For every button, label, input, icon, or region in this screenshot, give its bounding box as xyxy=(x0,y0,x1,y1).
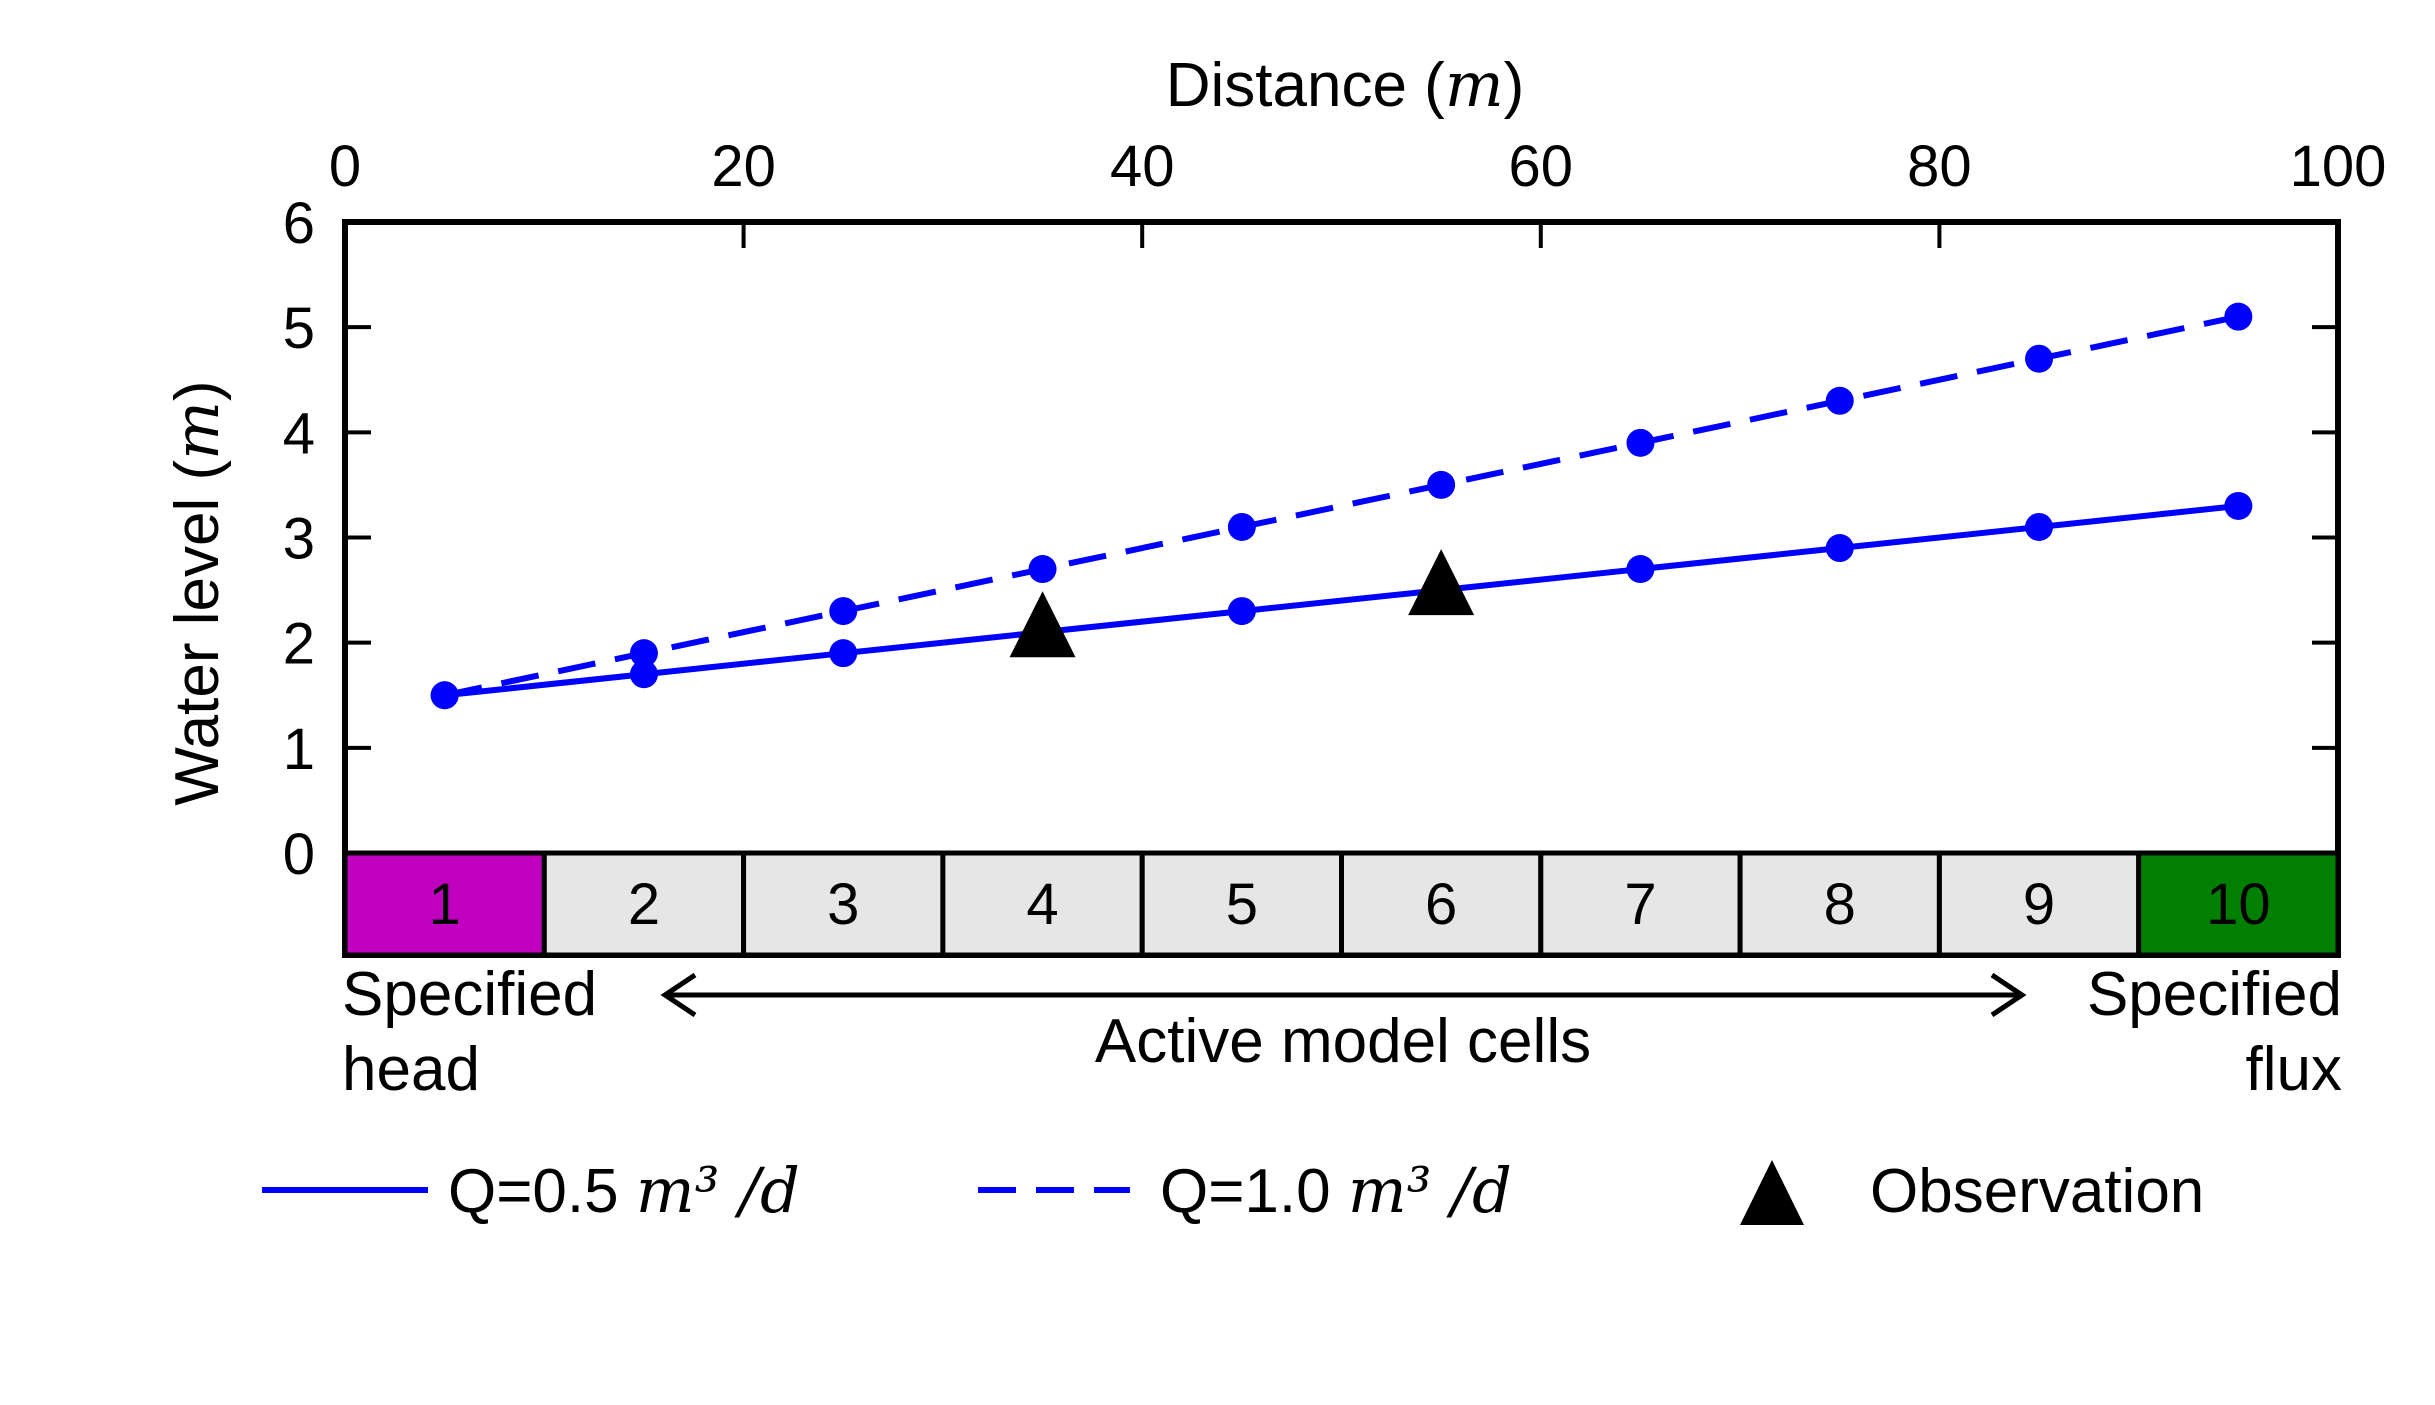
active-cells-arrow xyxy=(660,972,2027,1018)
cell-label-10: 10 xyxy=(2206,872,2271,937)
series-lines xyxy=(430,302,2253,710)
series-1-point-8 xyxy=(2025,344,2054,373)
series-line-0 xyxy=(444,502,2239,699)
y-tick-label-0: 0 xyxy=(283,822,315,887)
plot-frame xyxy=(342,219,2341,958)
series-0-point-1 xyxy=(629,660,658,689)
cell-label-4: 4 xyxy=(1026,872,1058,937)
series-1-point-3 xyxy=(1028,555,1057,584)
legend-observation-marker xyxy=(1740,1160,1804,1225)
cell-label-3: 3 xyxy=(827,872,859,937)
axes: 0 20 40 60 80 100 0 1 2 3 4 5 6 xyxy=(283,134,2387,958)
cell-label-2: 2 xyxy=(628,872,660,937)
cell-label-5: 5 xyxy=(1226,872,1258,937)
y-tick-label-1: 1 xyxy=(283,717,315,782)
series-1-point-1 xyxy=(629,639,658,668)
series-0-point-9 xyxy=(2224,491,2253,520)
series-1-point-2 xyxy=(829,597,858,626)
model-cells: 1 2 3 4 5 6 7 8 9 10 xyxy=(342,850,2341,958)
series-1-point-7 xyxy=(1825,386,1854,415)
series-1-point-5 xyxy=(1427,470,1456,499)
series-1-point-0 xyxy=(430,681,459,710)
cell-6 xyxy=(1339,850,1544,958)
x-tick-label-40: 40 xyxy=(1110,134,1175,199)
active-cells-label: Active model cells xyxy=(1095,1007,1591,1076)
series-0-point-8 xyxy=(2025,512,2054,541)
x-tick-label-0: 0 xyxy=(329,134,361,199)
x-tick-label-100: 100 xyxy=(2290,134,2387,199)
cell-label-9: 9 xyxy=(2023,872,2055,937)
x-tick-label-80: 80 xyxy=(1907,134,1972,199)
cell-10 xyxy=(2136,850,2341,958)
series-1-point-6 xyxy=(1626,428,1655,457)
y-tick-label-6: 6 xyxy=(283,191,315,256)
specified-flux-label: Specified xyxy=(2087,960,2342,1029)
series-0-point-6 xyxy=(1626,555,1655,584)
y-tick-label-3: 3 xyxy=(283,507,315,572)
legend-label-q05: Q=0.5 m³ /d xyxy=(448,1154,800,1227)
cell-8 xyxy=(1737,850,1942,958)
y-axis-title: Water level (m) xyxy=(160,380,233,805)
series-0-point-4 xyxy=(1227,597,1256,626)
y-tick-label-2: 2 xyxy=(283,612,315,677)
cell-label-6: 6 xyxy=(1425,872,1457,937)
series-line-1 xyxy=(444,313,2239,699)
observation-point-1 xyxy=(1408,549,1475,616)
x-tick-label-20: 20 xyxy=(711,134,776,199)
x-tick-label-60: 60 xyxy=(1509,134,1574,199)
legend-label-observation: Observation xyxy=(1870,1157,2204,1226)
cell-label-8: 8 xyxy=(1824,872,1856,937)
specified-head-label: Specified xyxy=(342,960,597,1029)
specified-head-label-2: head xyxy=(342,1035,480,1104)
observation-markers xyxy=(1009,549,1475,658)
series-0-point-7 xyxy=(1825,534,1854,563)
cell-label-7: 7 xyxy=(1624,872,1656,937)
y-tick-label-4: 4 xyxy=(283,401,315,466)
cell-7 xyxy=(1538,850,1743,958)
series-0-point-2 xyxy=(829,639,858,668)
observation-point-0 xyxy=(1009,591,1076,658)
legend-label-q10: Q=1.0 m³ /d xyxy=(1160,1154,1512,1227)
legend: Q=0.5 m³ /d Q=1.0 m³ /d Observation xyxy=(262,1154,2204,1227)
series-1-point-4 xyxy=(1227,512,1256,541)
specified-flux-label-2: flux xyxy=(2246,1035,2342,1104)
cell-label-1: 1 xyxy=(429,872,461,937)
x-axis-title: Distance (m) xyxy=(1166,48,1525,121)
y-tick-label-5: 5 xyxy=(283,296,315,361)
series-1-point-9 xyxy=(2224,302,2253,331)
